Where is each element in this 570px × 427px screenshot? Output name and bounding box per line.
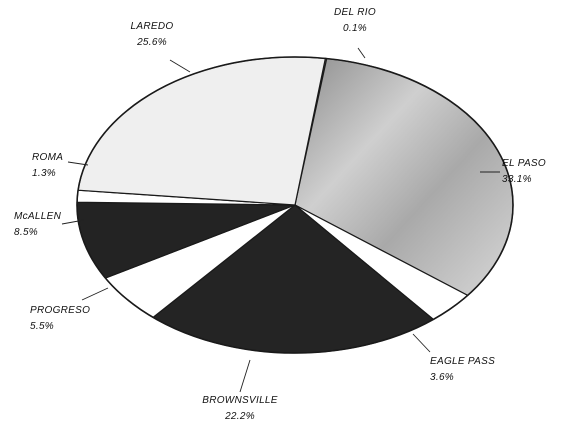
pie-slice-laredo [77,56,327,206]
leader-line-progreso [81,287,109,301]
slice-percent-roma: 1.3% [32,168,56,179]
slice-label-progreso: PROGRESO [30,305,90,316]
slice-label-eagle-pass: EAGLE PASS [430,356,495,367]
slice-label-el-paso: EL PASO [502,158,546,169]
leader-line-roma [67,161,89,166]
pie-outline [76,56,514,354]
slice-percent-eagle-pass: 3.6% [430,372,454,383]
slice-label-mcallen: McALLEN [14,211,62,222]
slice-percent-el-paso: 33.1% [502,174,532,185]
pie-labels: DEL RIO 0.1% EL PASO 33.1% EAGLE PASS 3.6% BRO… [14,7,546,422]
leader-line-del-rio [357,47,366,59]
slice-label-del-rio: DEL RIO [334,7,376,18]
slice-percent-progreso: 5.5% [30,321,54,332]
slice-percent-del-rio: 0.1% [343,23,367,34]
leader-line-eagle-pass [412,333,431,353]
slice-percent-laredo: 25.6% [136,37,167,48]
slice-label-roma: ROMA [32,152,63,163]
leader-line-mcallen [61,219,85,225]
leader-line-brownsville [239,359,251,393]
slice-percent-brownsville: 22.2% [224,411,255,422]
slice-label-brownsville: BROWNSVILLE [202,395,278,406]
slice-percent-mcallen: 8.5% [14,227,38,238]
leader-line-laredo [169,59,191,73]
pie-slices [76,56,514,354]
slice-label-laredo: LAREDO [131,21,174,32]
